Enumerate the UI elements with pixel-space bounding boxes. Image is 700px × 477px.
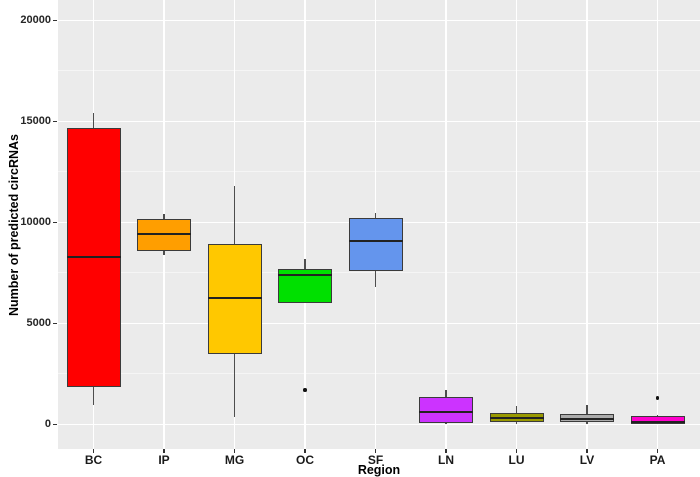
major-gridline-5000 bbox=[58, 322, 700, 325]
outlier-PA-0 bbox=[655, 396, 660, 400]
x-tick-label-MG: MG bbox=[224, 453, 245, 467]
major-gridline-15000 bbox=[58, 120, 700, 123]
major-gridline-20000 bbox=[58, 19, 700, 22]
box-SF bbox=[348, 218, 403, 271]
vertical-gridline-PA bbox=[656, 0, 659, 449]
x-tick-label-LU: LU bbox=[508, 453, 525, 467]
y-tick-mark-10000 bbox=[53, 221, 57, 223]
y-tick-label-20000: 20000 bbox=[20, 14, 51, 27]
median-LU bbox=[489, 417, 544, 420]
minor-gridline-12500 bbox=[58, 171, 700, 173]
x-tick-mark-LU bbox=[515, 449, 518, 453]
minor-gridline-2500 bbox=[58, 373, 700, 375]
y-tick-label-15000: 15000 bbox=[20, 115, 51, 128]
major-gridline-0 bbox=[58, 423, 700, 426]
x-tick-label-PA: PA bbox=[649, 453, 666, 467]
x-tick-label-LN: LN bbox=[438, 453, 454, 467]
x-tick-mark-LV bbox=[586, 449, 588, 453]
x-tick-mark-BC bbox=[92, 449, 95, 453]
x-tick-mark-PA bbox=[656, 449, 659, 453]
median-BC bbox=[66, 255, 121, 258]
minor-gridline-17500 bbox=[58, 70, 700, 72]
x-tick-label-OC: OC bbox=[296, 453, 314, 467]
median-IP bbox=[137, 233, 191, 236]
y-tick-label-0: 0 bbox=[44, 418, 51, 431]
vertical-gridline-LU bbox=[515, 0, 518, 449]
plot-panel bbox=[58, 0, 700, 449]
vertical-gridline-LV bbox=[586, 0, 588, 449]
y-tick-mark-15000 bbox=[53, 120, 57, 122]
box-LV bbox=[560, 413, 614, 423]
y-tick-mark-20000 bbox=[53, 19, 57, 21]
x-tick-mark-LN bbox=[445, 449, 447, 453]
median-PA bbox=[630, 421, 685, 424]
x-tick-mark-IP bbox=[163, 449, 165, 453]
x-tick-label-LV: LV bbox=[579, 453, 595, 467]
x-tick-label-BC: BC bbox=[84, 453, 103, 467]
y-tick-mark-5000 bbox=[53, 322, 57, 324]
box-BC bbox=[66, 128, 121, 387]
x-axis-title: Region bbox=[357, 463, 401, 477]
outlier-OC-0 bbox=[303, 388, 307, 392]
x-tick-mark-MG bbox=[233, 449, 236, 453]
x-tick-mark-SF bbox=[374, 449, 377, 453]
x-tick-mark-OC bbox=[304, 449, 306, 453]
vertical-gridline-OC bbox=[304, 0, 306, 449]
median-SF bbox=[348, 240, 403, 243]
median-LV bbox=[560, 418, 614, 421]
minor-gridline-7500 bbox=[58, 272, 700, 274]
x-tick-label-IP: IP bbox=[158, 453, 170, 467]
box-LN bbox=[419, 397, 473, 423]
y-tick-mark-0 bbox=[53, 423, 57, 425]
median-MG bbox=[207, 297, 262, 300]
y-tick-label-10000: 10000 bbox=[20, 216, 51, 229]
vertical-gridline-LN bbox=[445, 0, 447, 449]
x-tick-label-SF: SF bbox=[367, 453, 384, 467]
median-LN bbox=[419, 410, 473, 413]
y-tick-label-5000: 5000 bbox=[26, 317, 51, 330]
median-OC bbox=[278, 273, 332, 276]
